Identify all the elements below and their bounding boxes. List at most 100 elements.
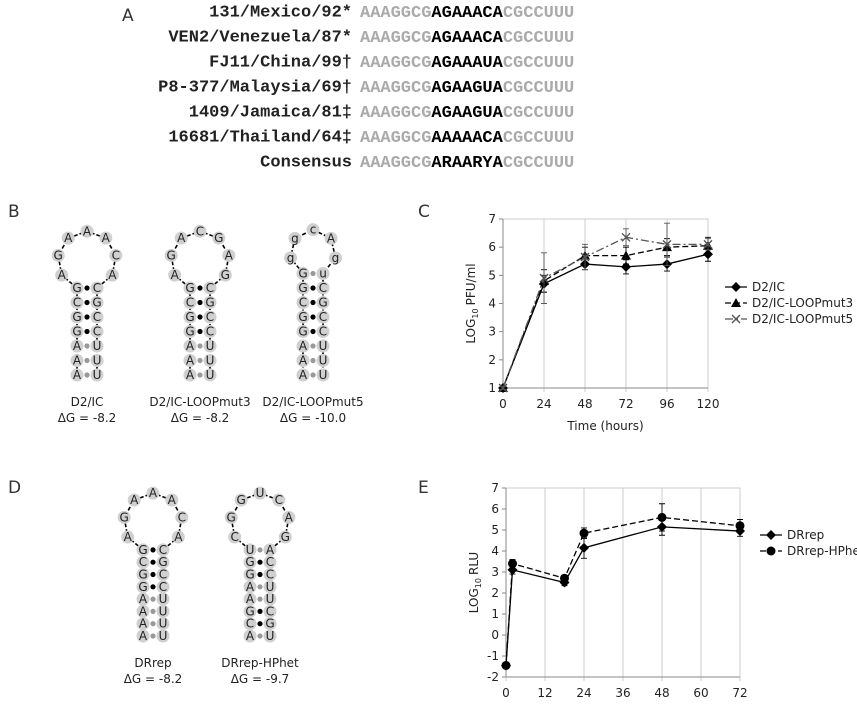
nucleotide-letter: U [93,339,102,353]
marker [501,660,511,670]
seq-stem-3: CGCCUUU [503,29,574,48]
x-tick-label: 48 [577,397,592,411]
sequence: AAAGGCGAGAAGUACGCCUUU [360,79,574,98]
strain-name: 131/Mexico/92* [209,4,352,23]
nucleotide-letter: A [73,339,82,353]
nucleotide [70,296,84,309]
nucleotide-letter: C [206,281,214,295]
nucleotide-letter: G [54,248,63,262]
strain-name: VEN2/Venezuela/87* [168,29,352,48]
nucleotide [156,543,170,557]
y-tick-label: 6 [488,240,496,254]
base-pair [257,596,263,602]
legend-marker [766,546,776,556]
nucleotide [156,555,170,569]
nucleotide [243,629,257,643]
base-pair [310,372,316,378]
nucleotide [288,231,302,245]
nucleotide [316,296,330,309]
base-pair [310,314,316,320]
nucleotide [203,296,217,309]
legend-marker [766,530,776,540]
y-tick-label: 2 [488,353,496,367]
base-pair [197,357,203,364]
nucleotide [156,617,170,631]
nucleotide-letter: A [174,530,183,544]
marker [539,273,549,283]
strain-name: FJ11/China/99† [209,54,352,73]
y-tick-label: 4 [491,544,499,558]
nucleotide-letter: C [206,310,214,324]
nucleotide-letter: G [167,248,176,262]
nucleotide [324,231,338,245]
strain-name: 1409/Jamaica/81‡ [189,104,352,123]
nucleotide [70,354,84,367]
seq-stem-3: CGCCUUU [503,54,574,73]
legend-marker [731,282,741,292]
nucleotide-letter: G [265,617,274,631]
nucleotide-letter: C [196,224,204,238]
nucleotide-letter: A [139,592,148,606]
nucleotide-letter: A [64,231,73,245]
nucleotide-letter: C [93,310,101,324]
nucleotide [70,339,84,353]
legend-label: D2/IC-LOOPmut5 [752,312,853,326]
nucleotide [328,251,342,265]
marker [498,383,508,393]
nucleotide-letter: C [73,296,81,310]
nucleotide-letter: A [299,354,308,368]
seq-loop: ARAARYA [431,154,503,173]
seq-loop: AAAAACA [431,129,503,148]
base-pair [257,584,263,590]
nucleotide [109,248,123,262]
seq-loop: AGAAACA [431,29,503,48]
nucleotide-letter: A [186,354,195,368]
marker [508,559,517,569]
y-tick-label: 6 [491,502,499,516]
nucleotide [296,310,310,324]
nucleotide [263,604,277,618]
nucleotide [55,268,69,282]
nucleotide [284,251,298,265]
nucleotide [296,296,310,309]
y-tick-label: 5 [488,268,496,282]
nucleotide-letter: G [138,543,147,557]
nucleotide-letter: G [205,296,214,310]
base-pair [257,608,263,615]
base-pair [150,559,156,565]
nucleotide [136,568,150,581]
nucleotide [136,580,150,594]
series-line [505,516,741,666]
y-axis-title-part: RLU [467,552,481,575]
nucleotide-letter: U [266,629,275,643]
nucleotide [263,543,277,557]
nucleotide [316,368,330,382]
nucleotide-letter: G [158,555,167,569]
legend-label: DRrep-HPhet [787,544,857,558]
nucleotide [263,555,277,569]
nucleotide [156,604,170,618]
panel-label: C [418,202,430,222]
nucleotide-letter: A [73,354,82,368]
sequence: AAAGGCGARAARYACGCCUUU [360,154,574,173]
hairpin-name: DRrep-HPhet [221,656,299,670]
nucleotide-letter: U [159,629,168,643]
nucleotide [203,368,217,382]
nucleotide-letter: U [246,543,255,557]
base-pair [257,633,263,639]
nucleotide [296,368,310,382]
nucleotide [183,325,197,338]
nucleotide-letter: U [206,339,215,353]
base-pair [257,559,263,565]
nucleotide-letter: A [58,268,67,282]
nucleotide [183,368,197,382]
nucleotide-letter: u [319,267,327,281]
nucleotide-letter: A [168,493,177,507]
nucleotide-letter: U [266,580,275,594]
nucleotide [61,231,75,245]
nucleotide [282,510,296,524]
nucleotide-letter: G [185,310,194,324]
nucleotide-letter: G [245,568,254,582]
nucleotide-letter: A [139,629,148,643]
panel-label: D [8,478,21,498]
